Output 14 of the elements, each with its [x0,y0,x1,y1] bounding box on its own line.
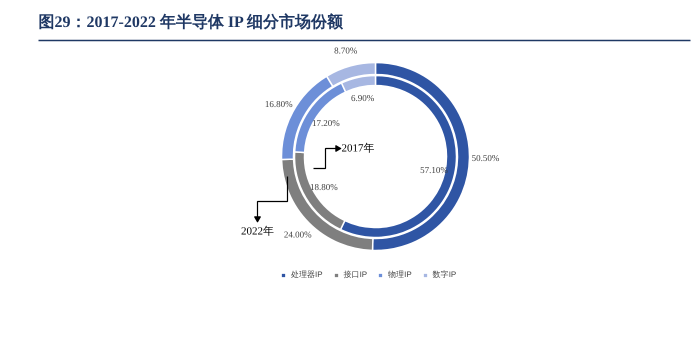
data-label: 17.20% [312,118,340,128]
data-label: 18.80% [310,182,338,192]
legend-label: 数字IP [432,269,456,280]
slice-label: 2017年 [342,142,374,154]
slice-label: 2022年 [241,226,274,238]
data-label: 6.90% [350,92,375,103]
chart-title: 图29：2017-2022 年半导体 IP 细分市场份额 [38,13,344,31]
legend-label: 处理器IP [291,269,323,280]
legend-label: 物理IP [388,269,412,280]
data-label: 16.80% [264,99,294,110]
data-label: 8.70% [334,46,358,56]
legend-label: 接口IP [344,269,368,280]
data-label: 24.00% [284,229,312,240]
data-label: 50.50% [472,153,500,164]
